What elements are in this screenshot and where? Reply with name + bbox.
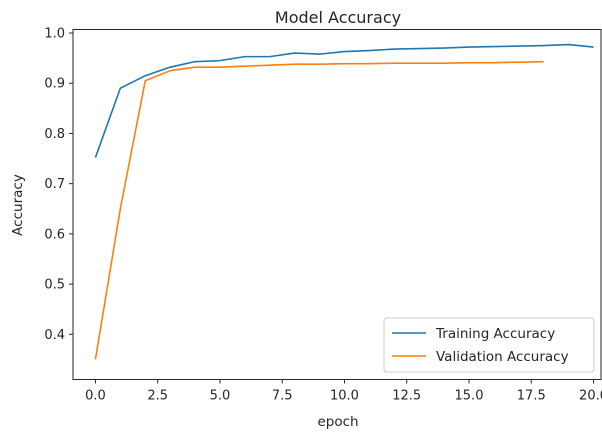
y-tick-label: 0.7	[44, 177, 65, 192]
x-axis-ticks: 0.0 2.5 5.0 7.5 10.0 12.5 15.0 17.5 20.0	[85, 379, 602, 404]
x-tick-label: 10.0	[330, 389, 359, 404]
series-0-point-3	[169, 66, 171, 68]
y-tick-label: 1.0	[44, 27, 65, 42]
plot-frame	[72, 29, 602, 380]
series-0-point-1	[119, 87, 121, 89]
series-0-point-10	[343, 50, 345, 52]
series-0-point-19	[567, 43, 569, 45]
series-line-1	[94, 60, 544, 360]
x-tick-label: 5.0	[210, 389, 231, 404]
series-1-point-3	[169, 69, 171, 71]
series-1-point-10	[343, 62, 345, 64]
series-1-point-1	[119, 208, 121, 210]
chart-title: Model Accuracy	[275, 8, 401, 27]
x-tick-label: 20.0	[579, 389, 602, 404]
series-0-point-2	[144, 75, 146, 77]
series-0-point-13	[418, 47, 420, 49]
series-0-point-6	[244, 55, 246, 57]
series-1-point-11	[368, 62, 370, 64]
series-1-point-13	[418, 62, 420, 64]
series-0-point-14	[443, 47, 445, 49]
y-tick-label: 0.6	[44, 227, 65, 242]
series-0-point-11	[368, 49, 370, 51]
legend-label-validation: Validation Accuracy	[436, 349, 569, 365]
y-axis-label: Accuracy	[10, 174, 26, 236]
series-1-point-14	[443, 62, 445, 64]
series-0-point-17	[518, 45, 520, 47]
series-0-point-15	[468, 46, 470, 48]
series-0-point-5	[219, 59, 221, 61]
series-0-point-9	[318, 53, 320, 55]
legend-label-training: Training Accuracy	[435, 326, 555, 342]
series-1-point-0	[94, 358, 96, 360]
series-1-point-8	[293, 63, 295, 65]
y-axis-ticks: 0.4 0.5 0.6 0.7 0.8 0.9 1.0	[44, 27, 73, 343]
series-1-point-2	[144, 80, 146, 82]
series-0-point-0	[94, 156, 96, 158]
series-1-point-9	[318, 63, 320, 65]
series-1-point-17	[518, 61, 520, 63]
y-tick-label: 0.5	[44, 278, 65, 293]
x-tick-label: 17.5	[517, 389, 546, 404]
legend: Training Accuracy Validation Accuracy	[383, 317, 595, 373]
series-1-point-18	[543, 60, 545, 62]
series-0-point-20	[592, 46, 594, 48]
x-axis-label: epoch	[317, 414, 358, 430]
series-0-point-16	[493, 45, 495, 47]
series-0-point-12	[393, 48, 395, 50]
x-tick-label: 2.5	[147, 389, 168, 404]
series-1-point-4	[194, 66, 196, 68]
series-1-point-6	[244, 65, 246, 67]
series-1-point-12	[393, 62, 395, 64]
y-tick-label: 0.4	[44, 328, 65, 343]
x-tick-label: 0.0	[85, 389, 106, 404]
series-1-point-15	[468, 61, 470, 63]
series-0-point-7	[269, 55, 271, 57]
series-1-point-5	[219, 66, 221, 68]
x-tick-label: 7.5	[272, 389, 293, 404]
x-tick-label: 15.0	[455, 389, 484, 404]
series-0-point-8	[293, 52, 295, 54]
series-1-point-16	[493, 61, 495, 63]
y-tick-label: 0.9	[44, 77, 65, 92]
series-line-0	[94, 43, 594, 158]
series-0-point-4	[194, 60, 196, 62]
plot-area	[94, 43, 594, 360]
x-tick-label: 12.5	[392, 389, 421, 404]
y-tick-label: 0.8	[44, 127, 65, 142]
series-1-point-7	[269, 64, 271, 66]
series-0-point-18	[543, 44, 545, 46]
legend-box	[383, 317, 595, 373]
